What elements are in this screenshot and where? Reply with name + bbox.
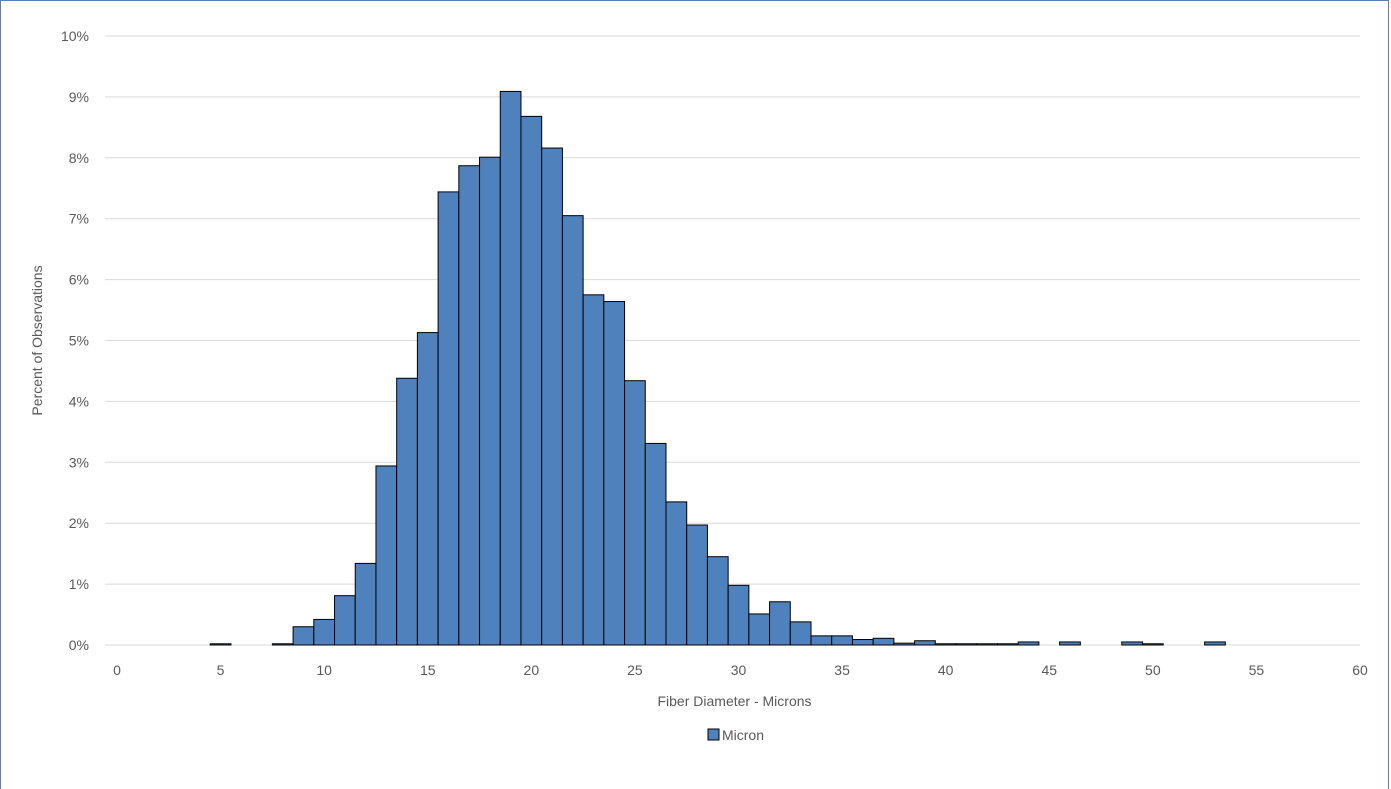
histogram-bar: [541, 147, 563, 646]
histogram-bar: [727, 584, 750, 646]
y-axis-title: Percent of Observations: [29, 265, 45, 415]
y-tick-label: 6%: [69, 272, 89, 288]
histogram-bar: [209, 643, 232, 646]
histogram-bar: [893, 642, 916, 646]
y-tick-label: 4%: [69, 393, 89, 409]
histogram-bar: [976, 643, 998, 646]
y-tick-label: 0%: [69, 637, 89, 653]
x-tick-label: 45: [1041, 662, 1057, 678]
y-tick-label: 3%: [69, 454, 89, 470]
histogram-bar: [789, 621, 812, 646]
x-axis-title: Fiber Diameter - Microns: [657, 693, 811, 709]
histogram-bar: [520, 115, 543, 646]
histogram-bar: [769, 601, 791, 646]
x-tick-label: 30: [731, 662, 747, 678]
histogram-bar: [582, 294, 605, 646]
histogram-bar: [624, 380, 646, 646]
x-tick-label: 25: [627, 662, 643, 678]
histogram-bar: [354, 562, 377, 646]
y-tick-label: 9%: [69, 89, 89, 105]
x-tick-label: 15: [420, 662, 436, 678]
histogram-bar: [665, 501, 688, 646]
legend: Micron: [707, 727, 764, 743]
x-tick-label: 60: [1352, 662, 1368, 678]
histogram-bar: [479, 156, 501, 646]
x-tick-label: 40: [938, 662, 954, 678]
histogram-bar: [375, 465, 398, 646]
x-tick-label: 20: [524, 662, 540, 678]
histogram-bar: [292, 626, 315, 646]
y-tick-label: 10%: [61, 28, 89, 44]
y-tick-label: 1%: [69, 576, 89, 592]
histogram-bar: [1141, 643, 1164, 646]
histogram-bar: [996, 643, 1019, 646]
histogram-bar: [748, 613, 771, 646]
histogram-bar: [644, 442, 667, 646]
y-tick-label: 7%: [69, 211, 89, 227]
legend-swatch: [707, 728, 720, 741]
histogram-bar: [458, 165, 481, 646]
histogram-bar: [1121, 641, 1143, 646]
x-tick-labels: 0 5 10 15 20 25 30 35 40 45 50 55 60: [113, 662, 1368, 678]
histogram-bar: [914, 640, 936, 646]
histogram-bar: [686, 524, 708, 646]
histogram-bar: [334, 595, 356, 646]
histogram-bar: [437, 191, 460, 646]
histogram-bar: [561, 215, 584, 646]
gridlines: [105, 35, 1360, 646]
histogram-bar: [706, 556, 729, 646]
x-tick-label: 5: [217, 662, 225, 678]
histogram-bar: [271, 643, 294, 646]
y-tick-labels: 0% 1% 2% 3% 4% 5% 6% 7% 8% 9% 10%: [61, 28, 89, 653]
legend-label: Micron: [722, 727, 764, 743]
histogram-bar: [1059, 641, 1081, 646]
x-tick-label: 10: [316, 662, 332, 678]
histogram-bar: [416, 332, 439, 646]
x-tick-label: 35: [834, 662, 850, 678]
histogram-bar: [396, 377, 418, 646]
x-tick-label: 50: [1145, 662, 1161, 678]
bars: [209, 90, 1226, 646]
y-tick-label: 2%: [69, 515, 89, 531]
histogram-bar: [934, 643, 957, 646]
histogram-bar: [313, 618, 336, 646]
histogram-bar: [851, 639, 874, 646]
y-tick-label: 8%: [69, 150, 89, 166]
histogram-bar: [603, 301, 626, 646]
histogram-bar: [831, 635, 853, 646]
histogram-bar: [955, 643, 978, 646]
histogram-bar: [499, 90, 522, 646]
y-tick-label: 5%: [69, 333, 89, 349]
histogram-bar: [810, 635, 833, 646]
histogram-bar: [1017, 641, 1040, 646]
histogram-bar: [1204, 641, 1226, 646]
histogram-bar: [872, 637, 895, 646]
x-tick-label: 0: [113, 662, 121, 678]
x-tick-label: 55: [1249, 662, 1265, 678]
